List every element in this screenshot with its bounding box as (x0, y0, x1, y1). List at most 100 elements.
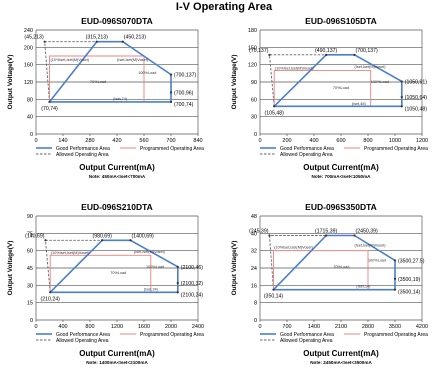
good-performance-area (48, 40, 172, 103)
data-point (101, 239, 104, 242)
area-annotation: (Iset,74) (113, 97, 128, 101)
point-label: (70,74) (41, 106, 58, 112)
y-axis-label: Output Voltage(V) (231, 55, 238, 110)
x-tick-label: 560 (139, 138, 148, 144)
y-tick-label: 32 (251, 249, 257, 255)
point-label: (1050,48) (405, 106, 427, 112)
point-label: (3500,19) (398, 277, 420, 283)
x-tick-label: 4200 (416, 324, 428, 330)
y-tick-label: 30 (27, 283, 33, 289)
point-label: (2100,32) (181, 281, 203, 287)
chart-title: EUD-096S350DTA (305, 202, 377, 212)
area-annotation: 70%Load (333, 265, 349, 269)
point-label: (3500,14) (398, 290, 420, 296)
area-annotation: (10%Iset,Iset(M)Voset) (51, 251, 90, 255)
data-point (169, 100, 173, 104)
point-label: (1715,39) (315, 229, 337, 235)
chart-panel-eud-096s105dta: EUD-096S105DTA 0 30 60 90 120 150 180 0 200 400 600… (224, 14, 448, 204)
good-performance-area (272, 234, 396, 291)
data-point (400, 105, 403, 108)
chart-panel-eud-096s210dta: EUD-096S210DTA 0 15 30 45 60 75 90 0 400 800 1200 16… (0, 200, 224, 390)
y-tick-label: 40 (251, 231, 257, 237)
x-tick-label: 200 (282, 138, 291, 144)
point-label: (1050,91) (405, 79, 427, 85)
chart-panel-eud-096s070dta: EUD-096S070DTA 0 40 80 120 160 200 240 0 140 280 42… (0, 14, 224, 204)
x-tick-label: 2800 (362, 324, 374, 330)
legend-label-good: Good Performance Area (280, 332, 334, 338)
x-tick-label: 2100 (335, 324, 347, 330)
legend-label-programmed: Programmed Operating Area (140, 146, 204, 152)
x-tick-label: 140 (58, 138, 67, 144)
point-label: (700,74) (174, 102, 194, 108)
chart-title: EUD-096S105DTA (305, 16, 377, 26)
data-point (44, 239, 47, 242)
area-annotation: (10%Iset,Iset(M)Voset) (274, 246, 313, 250)
chart-note: Note: 2450mA<Iset<3500mA (310, 360, 372, 365)
x-tick-label: 420 (112, 138, 121, 144)
y-tick-label: 120 (248, 63, 257, 69)
chart-svg: EUD-096S105DTA 0 30 60 90 120 150 180 0 200 400 600… (231, 16, 428, 179)
y-tick-label: 180 (248, 28, 257, 34)
data-point (268, 234, 271, 237)
area-annotation: (Iset,48) (352, 102, 367, 106)
programmed-operating-area (273, 250, 369, 291)
data-point (325, 53, 328, 56)
area-annotation: (Iset,14) (356, 285, 371, 289)
y-tick-label: 40 (27, 115, 33, 121)
data-point (43, 40, 46, 43)
y-tick-label: 0 (254, 318, 257, 324)
data-point (49, 291, 52, 294)
data-point (393, 277, 397, 280)
data-point (176, 281, 179, 285)
data-point (353, 53, 356, 56)
y-tick-label: 150 (248, 45, 257, 51)
area-annotation: 70%Load (90, 80, 106, 84)
y-tick-label: 45 (27, 266, 33, 272)
legend-label-allowed: Allowed Operating Area (280, 152, 333, 158)
area-annotation: (Iset,Iset(M)Voset) (134, 250, 166, 254)
legend-label-programmed: Programmed Operating Area (140, 332, 204, 338)
area-annotation: 70%Load (333, 86, 349, 90)
y-tick-label: 80 (27, 97, 33, 103)
point-label: (450,213) (124, 35, 146, 41)
y-tick-label: 90 (27, 214, 33, 220)
point-label: (1400,69) (132, 233, 154, 239)
x-tick-label: 1000 (389, 138, 401, 144)
chart-title: EUD-096S070DTA (81, 16, 153, 26)
data-point (169, 91, 173, 94)
data-point (176, 265, 179, 268)
y-tick-label: 0 (30, 318, 33, 324)
legend-label-allowed: Allowed Operating Area (56, 152, 109, 158)
area-annotation: (10%Iset,Iset(M)Voset) (50, 58, 89, 62)
data-point (176, 291, 179, 294)
x-tick-label: 1400 (308, 324, 320, 330)
point-label: (2100,24) (181, 292, 203, 298)
chart-svg: EUD-096S350DTA 0 8 16 24 32 40 48 0 700 1400 2100 28… (231, 202, 428, 365)
point-label: (70,137) (249, 48, 269, 54)
x-tick-label: 1600 (138, 324, 150, 330)
data-point (95, 40, 98, 43)
point-label: (350,14) (264, 294, 284, 300)
x-tick-label: 2400 (192, 324, 204, 330)
area-annotation: 100%Load (146, 265, 164, 269)
y-tick-label: 240 (24, 28, 33, 34)
x-tick-label: 400 (309, 138, 318, 144)
x-tick-label: 0 (258, 324, 261, 330)
x-axis-label: Output Current(mA) (303, 349, 379, 358)
point-label: (2100,46) (181, 265, 203, 271)
y-tick-label: 30 (251, 115, 257, 121)
area-annotation: (Iset,Iset(M)Voset) (117, 58, 149, 62)
x-tick-label: 600 (336, 138, 345, 144)
x-tick-label: 3500 (389, 324, 401, 330)
chart-note: Note: 450mA<Iset<700mA (89, 174, 146, 179)
y-tick-label: 60 (27, 249, 33, 255)
data-point (121, 40, 124, 43)
y-tick-label: 120 (24, 80, 33, 86)
chart-svg: EUD-096S210DTA 0 15 30 45 60 75 90 0 400 800 1200 16… (7, 202, 204, 365)
x-tick-label: 1200 (416, 138, 428, 144)
chart-note: Note: 1400mA<Iset<2100mA (86, 360, 148, 365)
data-point (272, 288, 275, 291)
y-axis-label: Output Voltage(V) (7, 55, 14, 110)
area-annotation: (10%Iset,Iset(M)Voset) (275, 66, 314, 70)
point-label: (210,24) (41, 296, 61, 302)
